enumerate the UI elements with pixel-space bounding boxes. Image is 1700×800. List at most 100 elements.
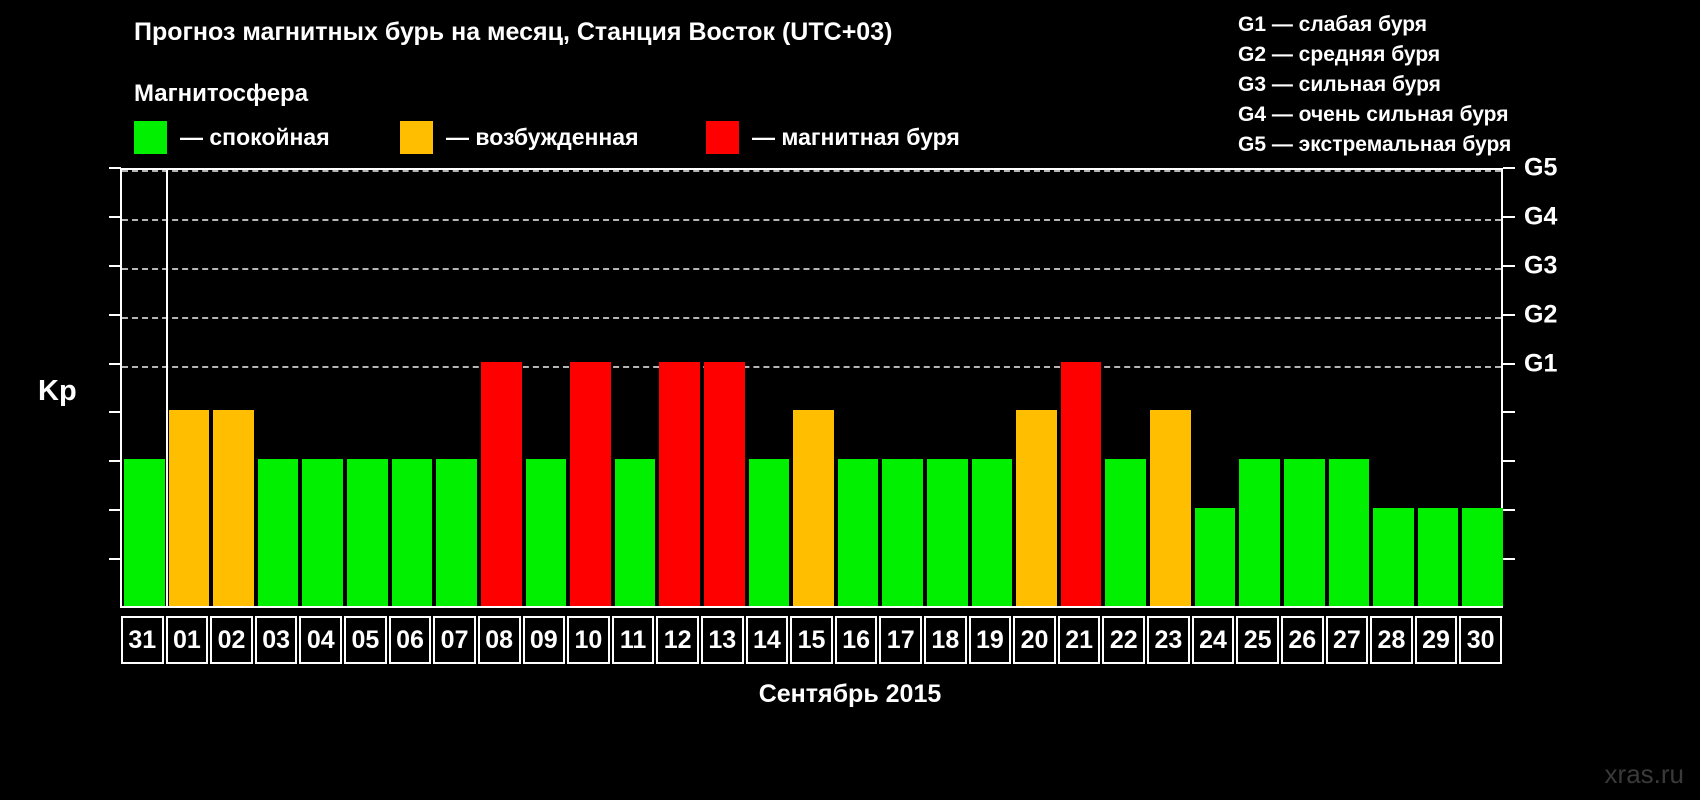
date-label: 27 bbox=[1325, 616, 1369, 664]
legend-label: — магнитная буря bbox=[752, 123, 960, 150]
date-label: 07 bbox=[433, 616, 476, 664]
legend-entry: — возбужденная bbox=[400, 120, 639, 154]
bar bbox=[124, 459, 165, 606]
g-scale-legend-row: G2 — средняя буря bbox=[1238, 43, 1441, 66]
bar bbox=[1060, 361, 1102, 606]
legend-swatch-icon bbox=[706, 120, 739, 154]
bar bbox=[614, 459, 656, 606]
date-label: 17 bbox=[879, 616, 923, 664]
bar bbox=[436, 459, 477, 606]
y-tick-mark bbox=[109, 558, 121, 561]
date-label: 16 bbox=[834, 616, 878, 664]
g-tick-label: G5 bbox=[1524, 153, 1558, 182]
gridline bbox=[122, 316, 1501, 319]
g-tick-mark bbox=[1503, 362, 1515, 365]
legend-label: — возбужденная bbox=[446, 123, 639, 150]
date-label: 25 bbox=[1236, 616, 1279, 664]
date-label: 29 bbox=[1414, 616, 1458, 664]
bar bbox=[1462, 508, 1503, 606]
date-label: 13 bbox=[700, 616, 744, 664]
date-label: 22 bbox=[1102, 616, 1146, 664]
bar bbox=[1194, 508, 1236, 606]
date-label: 20 bbox=[1013, 616, 1056, 664]
plot-area bbox=[120, 168, 1503, 608]
legend-entry: — магнитная буря bbox=[706, 120, 960, 154]
g-axis-minor-tick bbox=[1503, 460, 1515, 463]
date-label: 09 bbox=[522, 616, 566, 664]
bar bbox=[659, 361, 700, 606]
date-label: 01 bbox=[165, 616, 209, 664]
gridline bbox=[122, 170, 1501, 172]
date-label: 31 bbox=[121, 616, 164, 664]
g-tick-label: G3 bbox=[1524, 251, 1558, 280]
g-tick-mark bbox=[1503, 313, 1515, 316]
date-label: 26 bbox=[1280, 616, 1324, 664]
bar bbox=[1239, 459, 1280, 606]
bar bbox=[748, 459, 790, 606]
bar bbox=[1417, 508, 1459, 606]
bar bbox=[570, 361, 611, 606]
g-axis-minor-tick bbox=[1503, 509, 1515, 512]
g-tick-mark bbox=[1503, 264, 1515, 267]
g-axis-minor-tick bbox=[1503, 558, 1515, 561]
y-tick-mark bbox=[109, 362, 121, 365]
date-label: 24 bbox=[1191, 616, 1235, 664]
watermark: xras.ru bbox=[1604, 759, 1684, 789]
legend-swatch-icon bbox=[400, 120, 433, 154]
bar bbox=[927, 459, 968, 606]
bar bbox=[213, 410, 254, 606]
month-label: Сентябрь 2015 bbox=[758, 680, 942, 708]
month-divider bbox=[165, 170, 168, 606]
g-tick-label: G4 bbox=[1524, 202, 1558, 231]
date-label: 11 bbox=[611, 616, 655, 664]
y-tick-mark bbox=[109, 215, 121, 218]
y-axis-title: Kp bbox=[38, 375, 77, 407]
bar bbox=[793, 410, 834, 606]
date-label: 02 bbox=[210, 616, 253, 664]
magnetosphere-section-label: Магнитосфера bbox=[134, 80, 309, 107]
date-label: 15 bbox=[790, 616, 833, 664]
bar bbox=[391, 459, 433, 606]
bar bbox=[257, 459, 299, 606]
gridline bbox=[122, 218, 1501, 221]
bar bbox=[302, 459, 344, 606]
g-scale-legend: G1 — слабая буря G2 — средняя буря G3 — си… bbox=[1238, 10, 1698, 160]
date-label: 28 bbox=[1370, 616, 1413, 664]
date-label: 23 bbox=[1147, 616, 1190, 664]
bar bbox=[1283, 459, 1325, 606]
gridline bbox=[122, 267, 1501, 270]
g-scale-legend-row: G4 — очень сильная буря bbox=[1238, 103, 1509, 126]
bar bbox=[1150, 410, 1191, 606]
bar bbox=[971, 459, 1013, 606]
date-label: 21 bbox=[1057, 616, 1101, 664]
bar bbox=[882, 459, 924, 606]
date-label: 08 bbox=[477, 616, 521, 664]
y-tick-mark bbox=[109, 509, 121, 512]
g-tick-mark bbox=[1503, 167, 1515, 169]
date-label: 04 bbox=[299, 616, 343, 664]
bar bbox=[1016, 410, 1057, 606]
date-label: 10 bbox=[567, 616, 610, 664]
bar bbox=[1105, 459, 1147, 606]
g-tick-label: G2 bbox=[1524, 300, 1558, 329]
y-tick-mark bbox=[109, 313, 121, 316]
legend-entry: — спокойная bbox=[134, 120, 330, 154]
legend-label: — спокойная bbox=[180, 123, 330, 150]
bar bbox=[1373, 508, 1414, 606]
bar bbox=[480, 361, 522, 606]
date-label: 05 bbox=[344, 616, 387, 664]
date-label: 06 bbox=[388, 616, 432, 664]
bar bbox=[1328, 459, 1370, 606]
y-tick-mark bbox=[109, 167, 121, 169]
date-label: 03 bbox=[254, 616, 298, 664]
bar bbox=[837, 459, 879, 606]
date-axis: 31 01 02 03 04 05 06 07 08 09 10 11 12 13 14 15 16 17 18 19… bbox=[120, 616, 1503, 664]
date-label: 19 bbox=[968, 616, 1012, 664]
date-label: 30 bbox=[1459, 616, 1502, 664]
date-label: 12 bbox=[656, 616, 699, 664]
bar bbox=[168, 410, 210, 606]
g-scale-legend-row: G1 — слабая буря bbox=[1238, 13, 1428, 36]
bar bbox=[347, 459, 388, 606]
g-scale-legend-row: G3 — сильная буря bbox=[1238, 73, 1441, 96]
g-axis-minor-tick bbox=[1503, 411, 1515, 414]
